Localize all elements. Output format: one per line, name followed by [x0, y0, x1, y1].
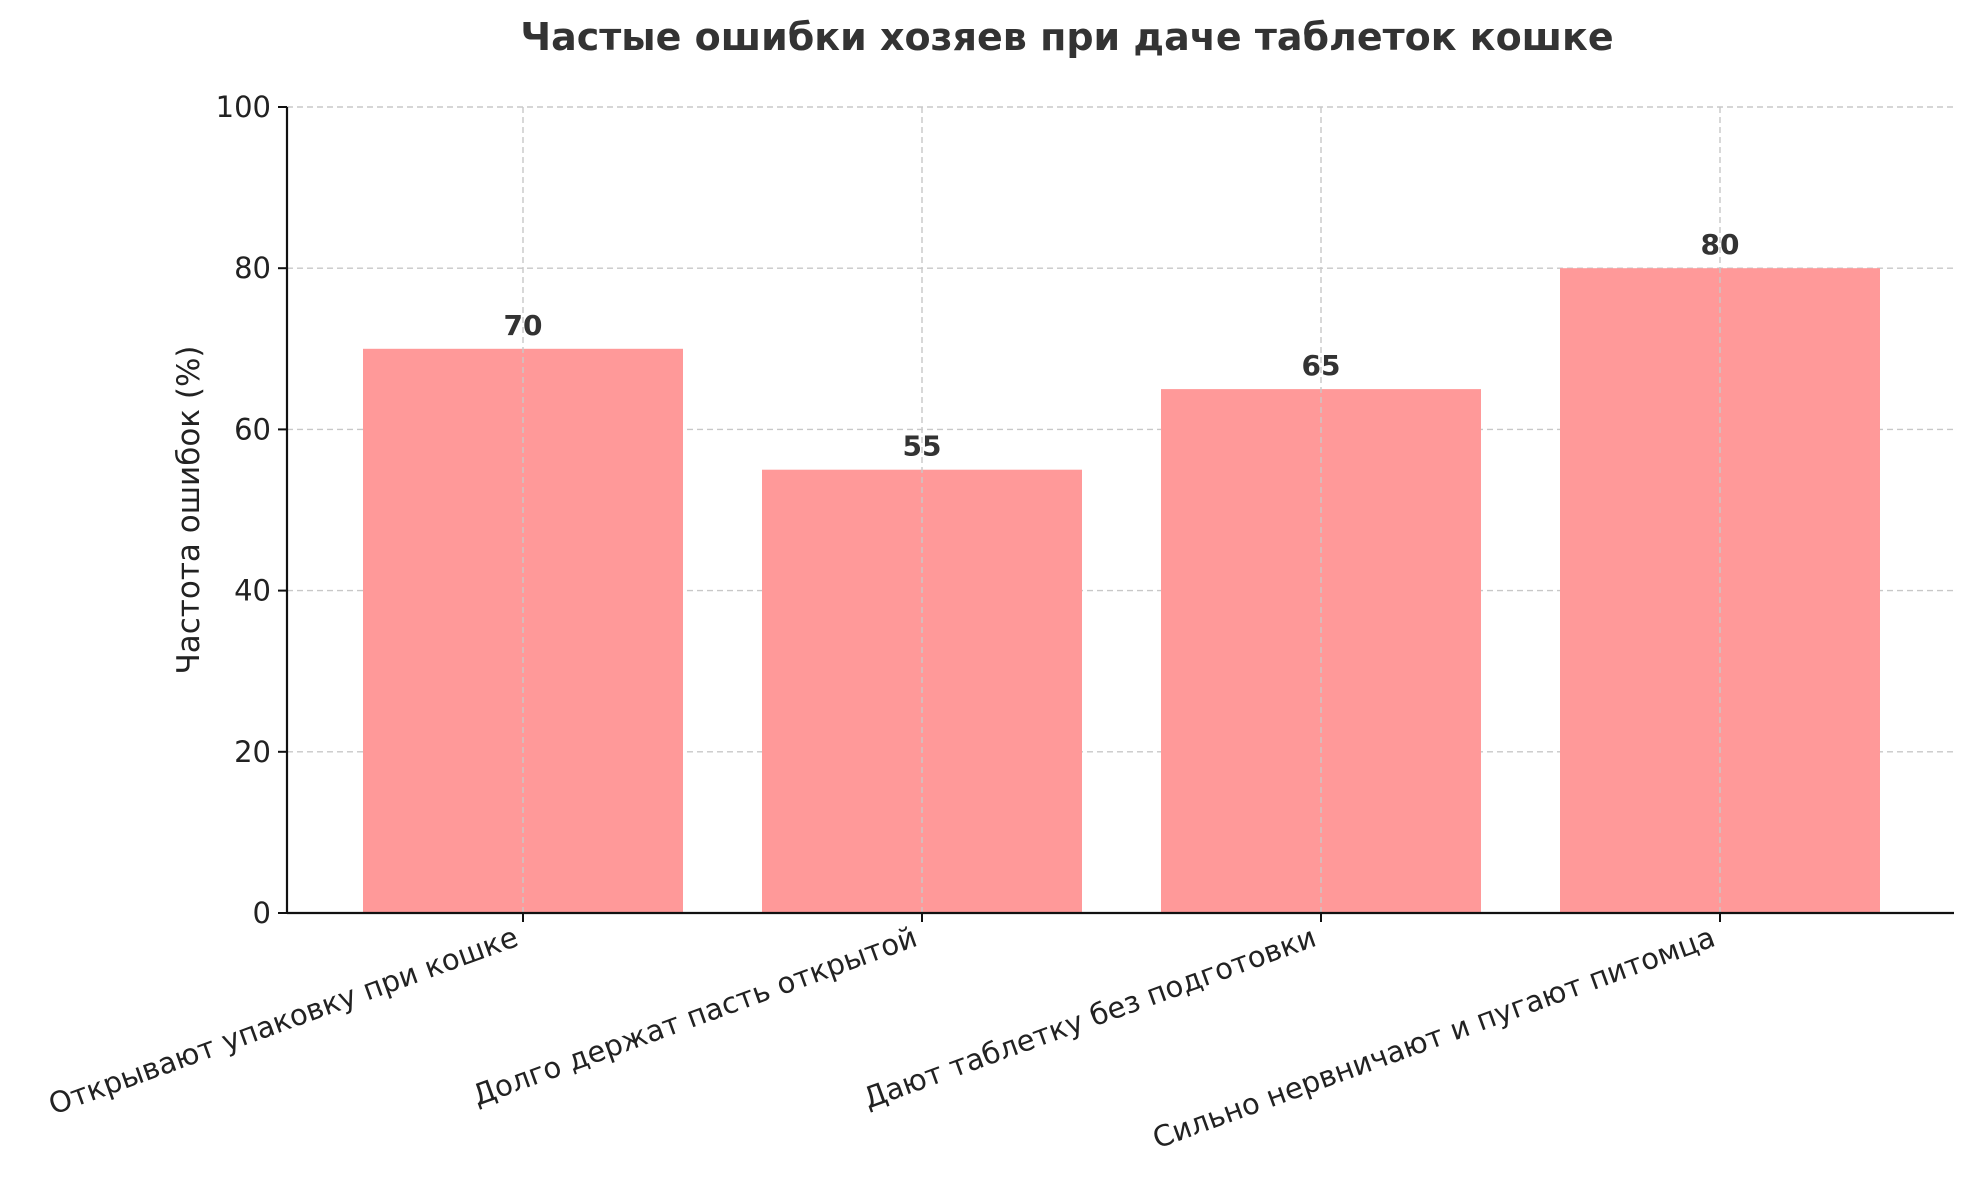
bar-value-label: 65 — [1302, 349, 1341, 382]
y-ticks: 0 20 40 60 80 100 — [216, 90, 287, 930]
y-tick-label: 80 — [234, 251, 271, 285]
bars — [363, 268, 1880, 914]
bar-value-label: 70 — [504, 309, 543, 342]
y-tick-label: 20 — [234, 735, 271, 769]
y-tick-label: 40 — [234, 574, 271, 608]
y-tick-label: 60 — [234, 412, 271, 446]
value-labels: 70 55 65 80 — [504, 228, 1740, 463]
y-axis-label: Частота ошибок (%) — [171, 345, 207, 674]
y-tick-label: 100 — [216, 90, 271, 124]
bar-value-label: 55 — [903, 430, 942, 463]
grid-lines — [287, 106, 1954, 753]
bar-value-label: 80 — [1701, 228, 1740, 261]
y-tick-label: 0 — [253, 896, 271, 930]
axes — [285, 107, 1954, 915]
x-category-label: Открывают упаковку при кошке — [44, 920, 522, 1122]
x-category-label: Долго держат пасть открытой — [468, 920, 922, 1113]
chart-title: Частые ошибки хозяев при даче таблеток к… — [520, 15, 1613, 59]
